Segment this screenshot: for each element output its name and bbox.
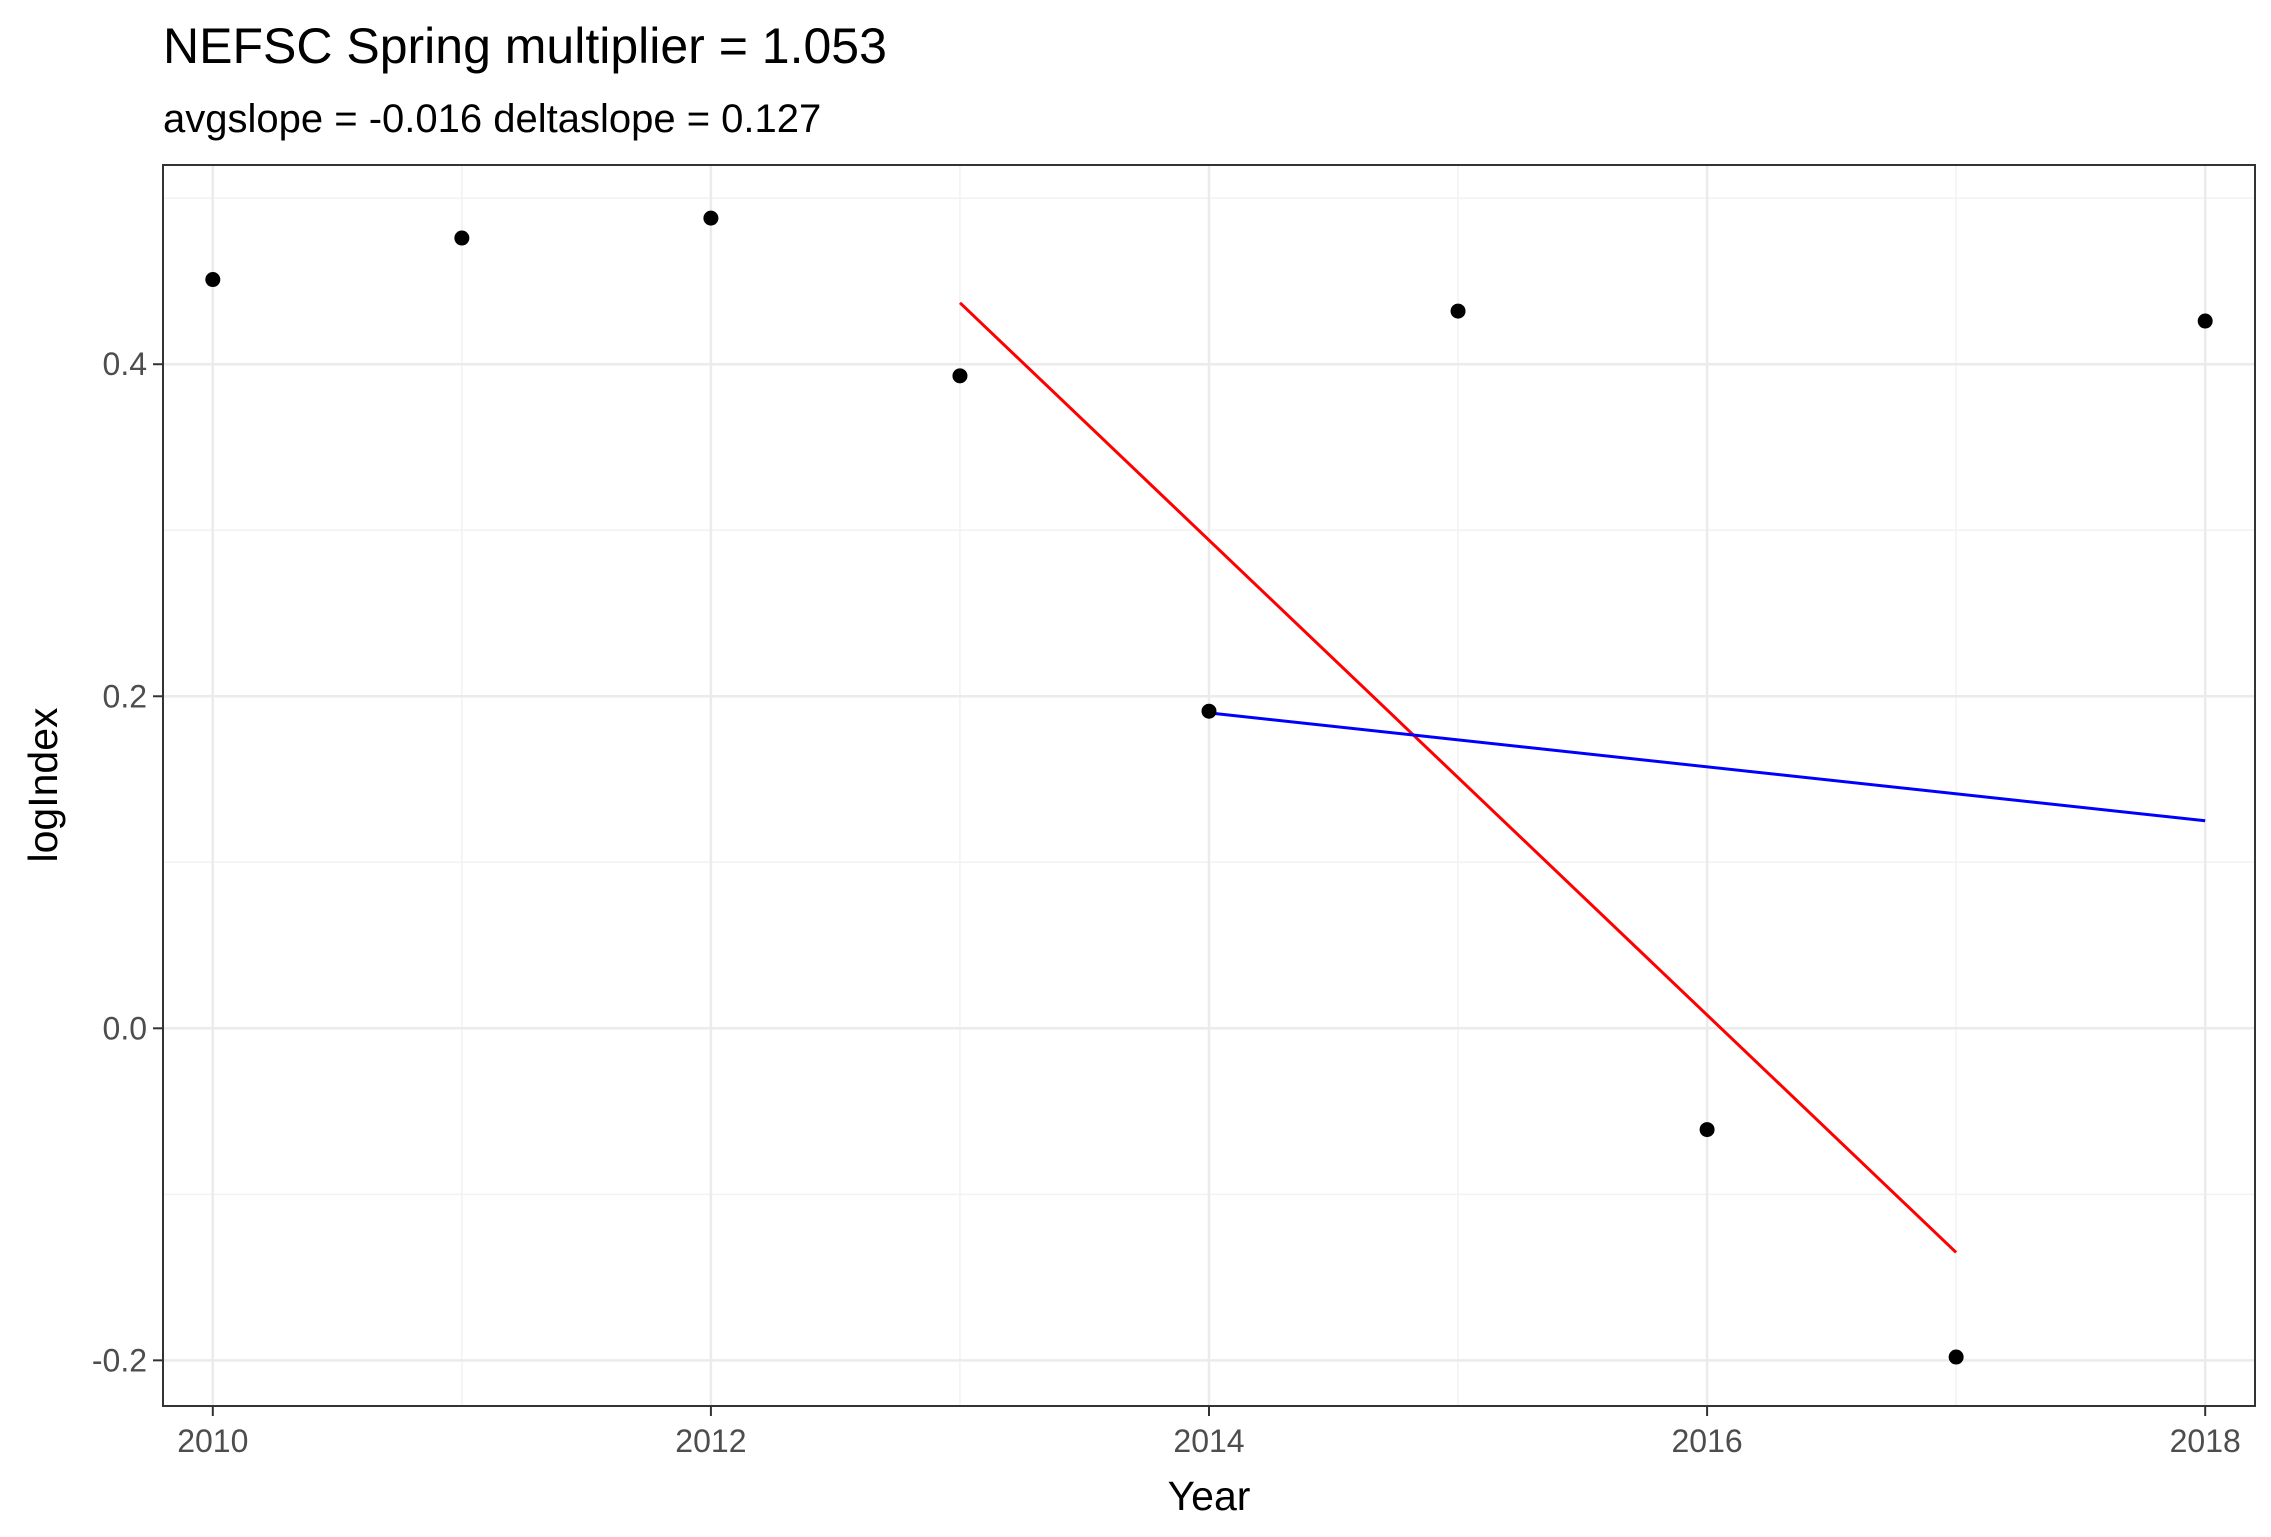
fit-line (958, 301, 1958, 1254)
x-tick-label: 2018 (2170, 1423, 2241, 1459)
data-point (1948, 1349, 1964, 1365)
fit-line (1208, 711, 2206, 823)
data-point (205, 272, 221, 288)
x-axis-title: Year (1168, 1473, 1251, 1519)
y-tick-label: 0.0 (103, 1010, 147, 1046)
x-tick-label: 2010 (177, 1423, 248, 1459)
data-point (1699, 1122, 1715, 1138)
y-axis: -0.2 0.0 0.2 0.4 (92, 346, 163, 1378)
major-gridlines (163, 165, 2255, 1406)
data-point (703, 210, 719, 226)
data-point (1450, 303, 1466, 319)
x-tick-label: 2014 (1173, 1423, 1244, 1459)
x-axis: 2010 2012 2014 2016 2018 (177, 1406, 2241, 1459)
y-tick-label: -0.2 (92, 1342, 147, 1378)
data-points (205, 210, 2213, 1365)
data-point (952, 368, 968, 384)
data-point (2197, 313, 2213, 329)
y-tick-label: 0.4 (103, 346, 147, 382)
x-tick-label: 2016 (1672, 1423, 1743, 1459)
chart-title: NEFSC Spring multiplier = 1.053 (163, 18, 887, 74)
data-point (454, 230, 470, 246)
fit-lines (958, 301, 2206, 1254)
y-axis-title: logIndex (20, 707, 66, 863)
data-point (1201, 703, 1217, 719)
x-tick-label: 2012 (675, 1423, 746, 1459)
chart-subtitle: avgslope = -0.016 deltaslope = 0.127 (163, 97, 821, 141)
y-tick-label: 0.2 (103, 678, 147, 714)
